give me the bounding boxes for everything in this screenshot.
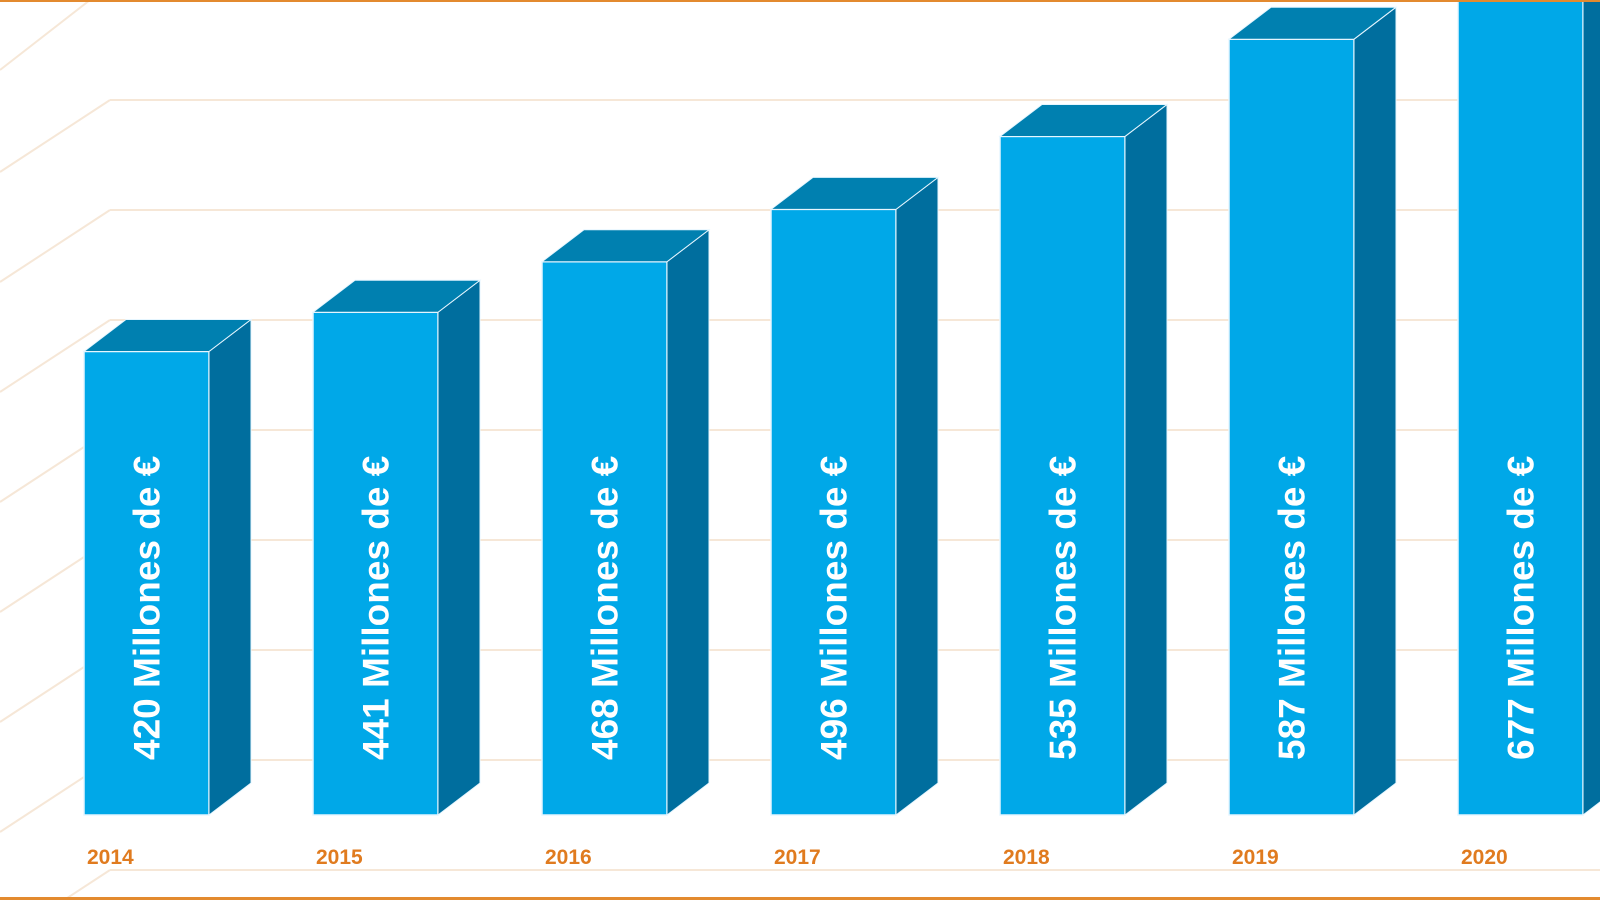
bar-2014	[83, 350, 210, 816]
bar-2017	[770, 208, 897, 816]
gridline-depth	[62, 869, 111, 900]
gridline-depth	[0, 99, 111, 173]
data-labels: 420 Millones de € 441 Millones de € 468 Mi…	[127, 456, 1542, 760]
bar-side-2017	[895, 176, 939, 817]
x-tick-label-2020: 2020	[1461, 846, 1508, 869]
bar-top-2016	[540, 229, 711, 263]
bar-side-2015	[437, 279, 481, 817]
bars	[82, 0, 1600, 817]
x-axis-tick-labels: 2014 2015 2016 2017 2018 2019 2020	[87, 846, 1508, 869]
gridline-depth	[0, 209, 111, 283]
x-tick-label-2014: 2014	[87, 846, 134, 869]
data-label-2018: 535 Millones de €	[1043, 456, 1084, 760]
x-tick-label-2015: 2015	[316, 846, 363, 869]
top-border-line	[0, 0, 1600, 2]
bar-top-2015	[311, 279, 482, 313]
data-label-2014: 420 Millones de €	[127, 456, 168, 760]
bar-top-2018	[998, 103, 1169, 137]
bar-side-2019	[1353, 6, 1397, 817]
x-tick-label-2016: 2016	[545, 846, 592, 869]
x-tick-label-2019: 2019	[1232, 846, 1279, 869]
bar-top-2017	[769, 176, 940, 210]
bar-top-2014	[82, 319, 253, 352]
bar-side-2016	[666, 228, 710, 817]
x-tick-label-2017: 2017	[774, 846, 821, 869]
bar-2018	[999, 135, 1126, 816]
bar-2015	[312, 311, 439, 816]
data-label-2020: 677 Millones de €	[1501, 456, 1542, 760]
bar-top-2019	[1227, 6, 1398, 40]
gridline-depth	[0, 319, 111, 393]
data-label-2016: 468 Millones de €	[585, 456, 626, 760]
bar-side-2020	[1582, 0, 1600, 817]
bar-2020	[1457, 0, 1584, 816]
data-label-2015: 441 Millones de €	[356, 456, 397, 760]
x-tick-label-2018: 2018	[1003, 846, 1050, 869]
gridline-depth	[0, 0, 91, 71]
data-label-2019: 587 Millones de €	[1272, 456, 1313, 760]
bar-2016	[541, 260, 668, 816]
bottom-border-line	[0, 897, 1600, 900]
bar-side-2014	[208, 318, 252, 817]
data-label-2017: 496 Millones de €	[814, 456, 855, 760]
bar-side-2018	[1124, 103, 1168, 817]
